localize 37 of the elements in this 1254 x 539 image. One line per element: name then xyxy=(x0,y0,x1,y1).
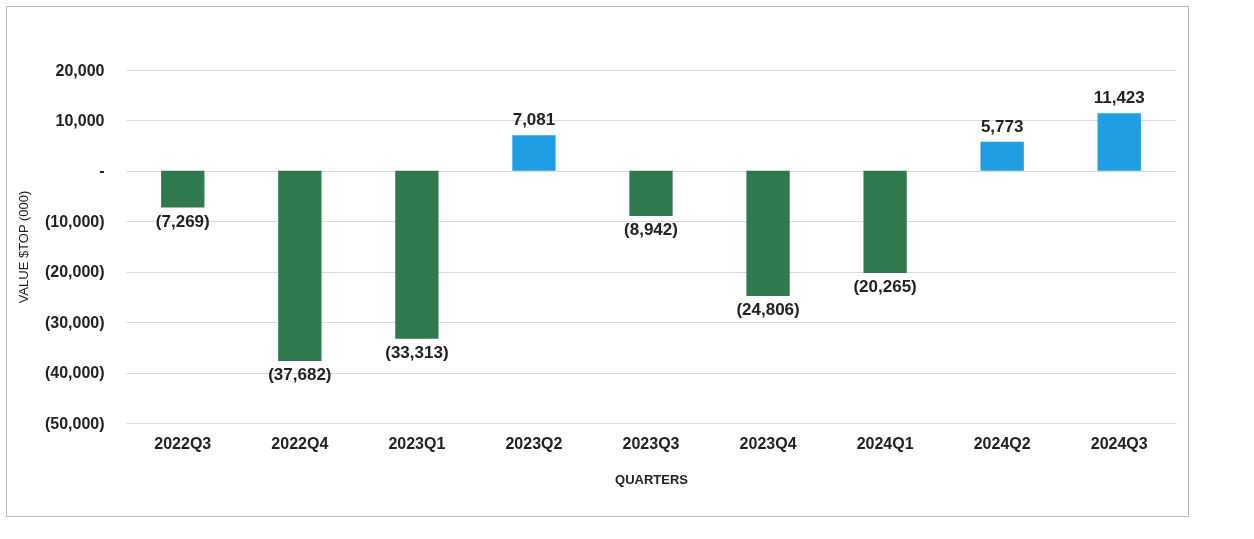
data-label: (37,682) xyxy=(268,364,332,384)
bar xyxy=(1097,113,1141,171)
x-tick-label: 2024Q2 xyxy=(973,434,1031,452)
y-axis-title: VALUE $TOP (000) xyxy=(15,190,31,304)
x-tick-label: 2023Q3 xyxy=(622,434,680,452)
data-label: (8,942) xyxy=(624,219,678,239)
data-label: (24,806) xyxy=(736,299,800,319)
x-tick-label: 2023Q4 xyxy=(739,434,797,452)
y-tick-label: (30,000) xyxy=(44,313,105,331)
y-tick-label: (10,000) xyxy=(44,212,105,230)
x-tick-label: 2023Q1 xyxy=(388,434,446,452)
y-tick-label: 20,000 xyxy=(55,61,105,79)
x-tick-label: 2024Q3 xyxy=(1090,434,1148,452)
bar xyxy=(278,170,322,361)
bar xyxy=(746,170,790,296)
bar xyxy=(629,170,673,216)
y-tick-label: (50,000) xyxy=(44,414,105,432)
data-label: (33,313) xyxy=(385,342,449,362)
y-tick-label: (40,000) xyxy=(44,364,105,382)
data-label: 5,773 xyxy=(980,116,1024,136)
bar xyxy=(980,141,1024,171)
x-tick-label: 2024Q1 xyxy=(856,434,914,452)
data-label: 7,081 xyxy=(512,110,556,130)
x-tick-label: 2023Q2 xyxy=(505,434,563,452)
y-tick-label: - xyxy=(99,162,105,180)
y-tick-label: (20,000) xyxy=(44,263,105,281)
data-label: (7,269) xyxy=(155,211,210,231)
x-axis-title: QUARTERS xyxy=(615,471,689,487)
data-label: (20,265) xyxy=(853,277,917,297)
x-tick-label: 2022Q4 xyxy=(271,434,329,452)
bar xyxy=(395,170,439,339)
bar xyxy=(512,135,556,171)
y-tick-label: 10,000 xyxy=(55,111,105,129)
bar xyxy=(161,170,205,208)
x-tick-label: 2022Q3 xyxy=(154,434,212,452)
data-label: 11,423 xyxy=(1093,88,1145,108)
bar xyxy=(863,170,907,274)
